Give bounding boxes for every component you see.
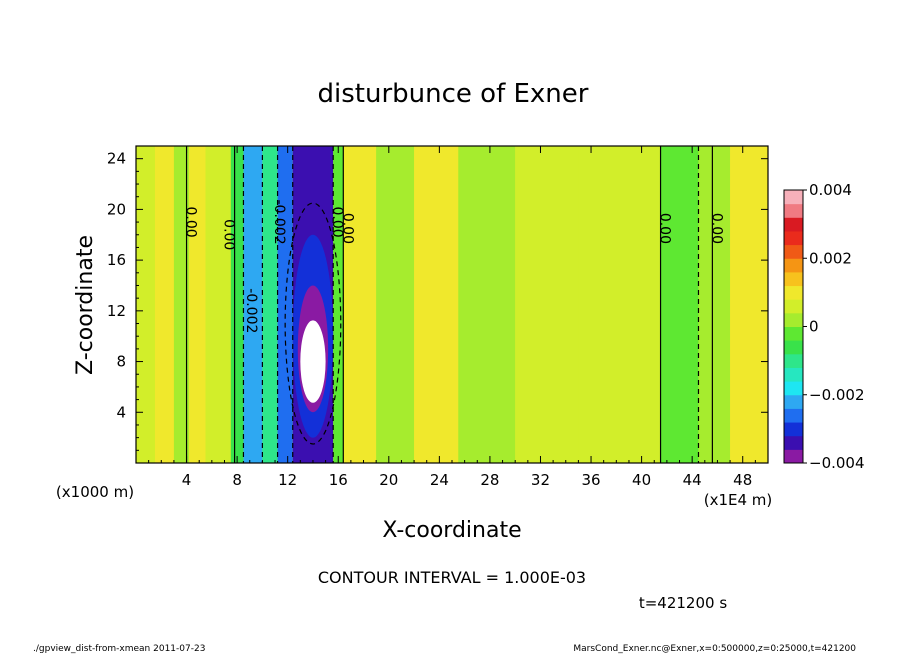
minimum-core: [292, 234, 334, 438]
x-tick-label: 4: [182, 471, 192, 489]
x-tick-label: 48: [733, 471, 752, 489]
time-label: t=421200 s: [639, 594, 727, 612]
colorbar-swatch: [784, 190, 803, 205]
heatmap-band: [698, 146, 731, 463]
x-tick-label: 36: [581, 471, 600, 489]
heatmap-band: [230, 146, 244, 463]
heatmap-band: [458, 146, 516, 463]
colorbar-swatch: [784, 271, 803, 287]
x-axis-label: X-coordinate: [382, 518, 521, 543]
y-axis: 4 8 12 16 20 24: [107, 150, 768, 451]
x-tick-label: 32: [531, 471, 550, 489]
core-below-range: [300, 320, 326, 403]
contour-label: 0.00: [220, 219, 236, 250]
colorbar-swatch: [784, 394, 803, 409]
y-tick-label: 4: [116, 403, 126, 421]
heatmap-band: [578, 146, 661, 463]
colorbar-swatch: [784, 244, 803, 259]
heatmap-band: [136, 146, 155, 463]
contour-interval: CONTOUR INTERVAL = 1.000E-03: [318, 568, 586, 587]
x-axis: 4 8 12 16 20 24 28 32 36 40 44 48: [148, 146, 756, 489]
contour-label: 0.00: [657, 213, 673, 244]
x-tick-label: 28: [480, 471, 499, 489]
y-axis-label: Z-coordinate: [73, 235, 98, 375]
x-tick-label: 44: [683, 471, 702, 489]
colorbar-swatch: [784, 312, 803, 327]
x-tick-label: 8: [232, 471, 242, 489]
heatmap-band: [414, 146, 459, 463]
y-tick-label: 24: [107, 150, 126, 168]
x-unit-left: (x1000 m): [56, 483, 134, 501]
contour-label: -0.002: [271, 200, 287, 245]
colorbar-swatch: [784, 340, 803, 355]
colorbar-swatch: [784, 435, 803, 450]
colorbar-swatch: [784, 367, 803, 382]
colorbar-label: −0.002: [809, 386, 865, 404]
y-tick-label: 20: [107, 200, 126, 218]
x-tick-label: 16: [329, 471, 348, 489]
colorbar-swatch: [784, 217, 803, 232]
colorbar: [783, 189, 804, 464]
colorbar-swatch: [784, 299, 803, 314]
y-tick-label: 16: [107, 251, 126, 269]
heatmap-band: [376, 146, 415, 463]
colorbar-swatch: [784, 203, 803, 218]
chart-title: disturbunce of Exner: [318, 79, 589, 109]
heatmap-bands: [136, 146, 768, 463]
footer-right: MarsCond_Exner.nc@Exner,x=0:500000,z=0:2…: [573, 644, 856, 654]
colorbar-label: 0.002: [809, 249, 852, 267]
colorbar-swatch: [784, 449, 803, 464]
heatmap-band: [730, 146, 768, 463]
colorbar-label: 0.004: [809, 181, 852, 199]
x-tick-label: 20: [379, 471, 398, 489]
x-tick-label: 12: [278, 471, 297, 489]
contour-label: 0.00: [339, 213, 355, 244]
colorbar-label: 0: [809, 318, 819, 336]
x-tick-label: 40: [632, 471, 651, 489]
x-tick-label: 24: [430, 471, 449, 489]
heatmap-band: [189, 146, 206, 463]
colorbar-labels: 0.004 0.002 0 −0.002 −0.004: [803, 181, 865, 472]
heatmap-band: [343, 146, 377, 463]
colorbar-swatch: [784, 381, 803, 396]
heatmap-band: [262, 146, 278, 463]
colorbar-swatch: [784, 285, 803, 300]
colorbar-swatch: [784, 422, 803, 437]
contour-label: 0.00: [183, 206, 199, 237]
heatmap-band: [205, 146, 231, 463]
contour-label: -0.002: [243, 288, 259, 333]
colorbar-swatch: [784, 353, 803, 368]
colorbar-label: −0.004: [809, 454, 865, 472]
heatmap-band: [515, 146, 579, 463]
heatmap-band: [243, 146, 263, 463]
x-unit-right: (x1E4 m): [704, 491, 773, 509]
heatmap-band: [660, 146, 699, 463]
heatmap-band: [277, 146, 293, 463]
colorbar-swatch: [784, 258, 803, 273]
contour-label: 0.00: [708, 213, 724, 244]
footer-left: ./gpview_dist-from-xmean 2011-07-23: [33, 644, 205, 654]
heatmap-band: [154, 146, 174, 463]
y-tick-label: 8: [116, 353, 126, 371]
heatmap-band: [333, 146, 344, 463]
contour-label: 0.00: [329, 206, 345, 237]
contour-loop: [284, 202, 342, 445]
colorbar-swatch: [784, 230, 803, 246]
heatmap-band: [173, 146, 190, 463]
y-tick-label: 12: [107, 302, 126, 320]
contour-lines: [185, 146, 713, 463]
colorbar-swatch: [784, 326, 803, 341]
colorbar-swatch: [784, 408, 803, 423]
